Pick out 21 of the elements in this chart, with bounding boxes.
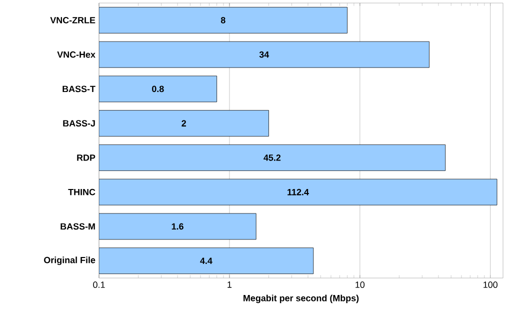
y-tick-label: BASS-T bbox=[62, 86, 96, 92]
y-tick-label: BASS-J bbox=[63, 120, 95, 126]
x-tick-label: 1 bbox=[228, 282, 232, 288]
data-label: 34 bbox=[259, 51, 270, 58]
data-label: 112.4 bbox=[288, 188, 309, 196]
y-tick-label: Original File bbox=[44, 256, 96, 266]
data-label: 8 bbox=[220, 17, 226, 24]
y-tick-label: BASS-M bbox=[60, 223, 95, 230]
x-tick-label: 10 bbox=[356, 282, 365, 288]
y-tick-label: VNC-Hex bbox=[57, 51, 96, 58]
y-tick-label: VNC-ZRLE bbox=[50, 17, 96, 24]
data-label: 0.8 bbox=[152, 86, 164, 92]
data-label: 1.6 bbox=[172, 223, 184, 230]
y-tick-label: RDP bbox=[77, 154, 96, 161]
x-tick-label: 100 bbox=[484, 282, 498, 288]
y-tick-label: THINC bbox=[68, 188, 96, 196]
x-tick-label: 0.1 bbox=[93, 282, 105, 288]
data-label: 4.4 bbox=[200, 258, 212, 264]
x-axis-title: Megabit per second (Mbps) bbox=[244, 294, 359, 304]
data-label: 2 bbox=[182, 120, 186, 126]
data-label: 45.2 bbox=[264, 154, 281, 161]
